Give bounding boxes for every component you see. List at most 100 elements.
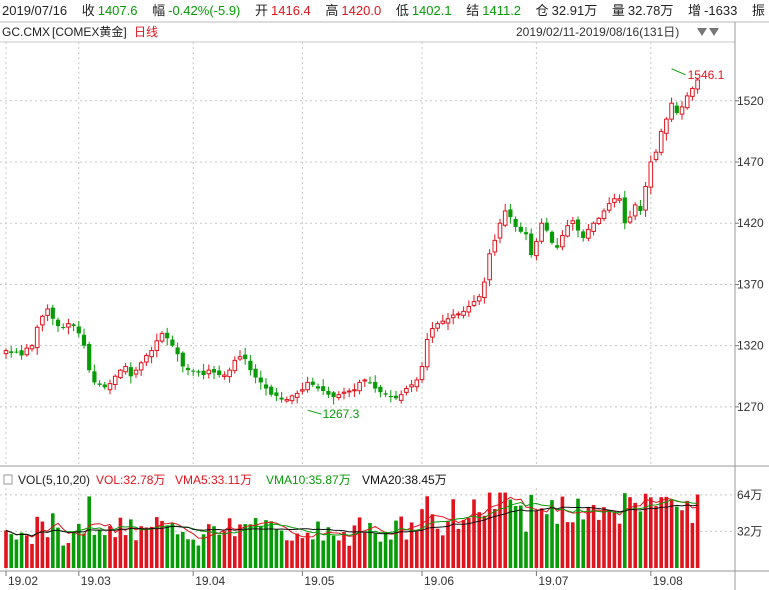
volume-bar	[285, 540, 289, 568]
volume-bar	[9, 534, 13, 568]
volume-bar	[389, 539, 393, 568]
candle-body	[305, 381, 310, 391]
candle-body	[128, 367, 133, 377]
candle-body	[279, 397, 284, 400]
period-label[interactable]: 日线	[134, 25, 158, 39]
volume-bar	[295, 533, 299, 568]
candle-body	[165, 332, 170, 339]
volume-bar	[659, 497, 663, 568]
volume-title: VOL(5,10,20)	[18, 473, 90, 487]
candle-body	[243, 354, 248, 360]
triangle-down-icon[interactable]	[709, 28, 719, 36]
candle-body	[76, 326, 81, 334]
volume-bar	[222, 531, 227, 568]
open-interest-label: 仓	[535, 3, 549, 18]
volume-bar	[487, 492, 492, 568]
volume-bar	[118, 517, 123, 568]
candle-body	[638, 205, 643, 211]
volume-bar	[149, 526, 154, 568]
volume-bar	[534, 510, 539, 568]
close-label: 收	[81, 3, 95, 18]
candle-body	[40, 315, 45, 326]
volume-bar	[545, 514, 549, 568]
volume-bar	[4, 530, 8, 568]
volume-bar	[134, 540, 138, 568]
low-value: 1402.1	[411, 3, 452, 18]
candle-body	[81, 334, 87, 346]
volume-bar	[378, 541, 383, 568]
volume-axis: 64万 32万	[737, 488, 762, 539]
volume-bar	[238, 524, 242, 568]
candle-body	[601, 210, 607, 220]
candle-body	[211, 369, 217, 373]
candle-body	[664, 118, 669, 134]
candle-body	[92, 371, 97, 383]
volume-bar	[331, 535, 336, 568]
candle-body	[206, 369, 212, 375]
candle-body	[450, 314, 456, 319]
open-interest-value: 32.91万	[551, 3, 598, 18]
candle-body	[123, 365, 128, 373]
candle-body	[263, 384, 269, 389]
candle-body	[133, 369, 139, 375]
volume-bar	[357, 517, 362, 568]
candle-body	[118, 369, 123, 379]
vma5-value: VMA5:33.11万	[175, 473, 252, 487]
volume-bar	[243, 524, 247, 568]
triangle-down-icon[interactable]	[697, 28, 707, 36]
candle-body	[222, 374, 227, 377]
candle-body	[482, 281, 487, 298]
candle-body	[227, 369, 232, 378]
candle-body	[643, 185, 648, 211]
candle-body	[404, 388, 409, 393]
volume-bar	[30, 543, 34, 568]
volume-bar	[524, 531, 528, 568]
high-annotation: 1546.1	[688, 68, 725, 82]
vma20-value: VMA20:38.45万	[362, 473, 447, 487]
candle-body	[492, 239, 498, 253]
price-annotations: 1546.1 1267.3	[307, 68, 725, 421]
candle-body	[284, 399, 290, 402]
oi-change-value: -1633	[704, 3, 738, 18]
candle-body	[237, 356, 243, 360]
candle-body	[518, 226, 523, 232]
volume-bar	[602, 507, 606, 568]
candle-body	[684, 95, 690, 109]
candle-body	[352, 389, 357, 392]
candle-body	[274, 392, 279, 396]
volume-bar	[212, 526, 216, 568]
volume-bar	[103, 535, 107, 568]
volume-bar	[35, 516, 39, 568]
volume-bar	[217, 534, 221, 568]
candle-body	[346, 390, 352, 393]
volume-panel-toggle[interactable]	[3, 474, 13, 485]
candle-body	[185, 367, 191, 371]
volume-bar	[503, 492, 507, 568]
candle-body	[378, 386, 383, 393]
price-axis: 1270 1320 1370 1420 1470 1520	[735, 94, 764, 414]
volume-bar	[560, 496, 565, 568]
volume-bar	[51, 513, 55, 568]
volume-bar	[597, 519, 601, 568]
volume-bar	[259, 526, 263, 568]
candle-body	[388, 395, 393, 398]
volume-bar	[207, 524, 211, 568]
volume-bar	[550, 500, 554, 568]
candle-body	[149, 350, 154, 358]
volume-bar	[649, 497, 653, 568]
candle-body	[34, 326, 40, 349]
vma10-line	[5, 498, 698, 537]
volume-bar	[576, 498, 580, 568]
change-value: -0.42%(-5.9)	[168, 3, 241, 18]
price-tick-label: 1320	[737, 339, 764, 353]
volume-bar	[664, 496, 669, 568]
candle-body	[513, 218, 518, 227]
candle-body	[367, 382, 373, 384]
volume-tick-label: 64万	[737, 488, 762, 502]
candle-body	[294, 392, 300, 398]
candle-body	[674, 105, 679, 114]
volume-bar	[695, 494, 700, 568]
volume-bar	[383, 532, 388, 568]
candle-body	[565, 225, 570, 237]
